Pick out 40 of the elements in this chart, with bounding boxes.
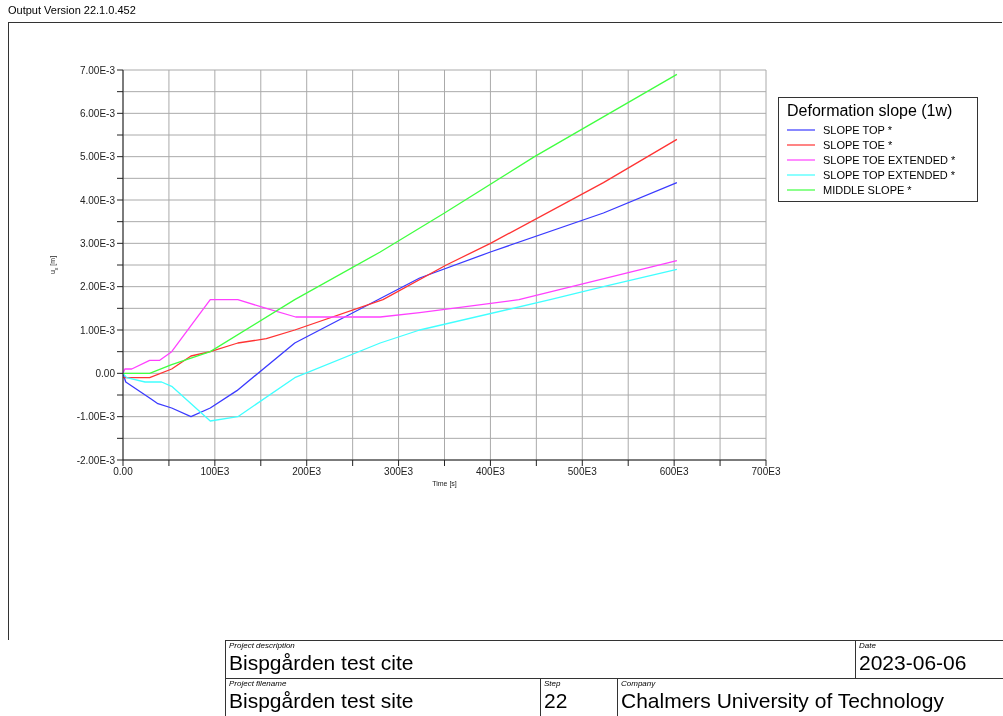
- legend-label: SLOPE TOE *: [823, 138, 893, 151]
- legend-label: MIDDLE SLOPE *: [823, 183, 912, 196]
- y-tick-label: -1.00E-3: [76, 411, 116, 423]
- text: Chalmers University of Technology: [621, 688, 945, 714]
- x-tick-label: 600E3: [659, 466, 690, 478]
- legend-title: Deformation slope (1w): [787, 102, 954, 120]
- text: Project filename: [229, 679, 288, 688]
- x-tick-label: 300E3: [384, 466, 414, 478]
- y-tick-label: 4.00E-3: [79, 194, 116, 206]
- y-tick-label: 1.00E-3: [79, 324, 116, 336]
- text: 2023-06-06: [859, 650, 968, 676]
- text: Project description: [229, 641, 296, 650]
- line-series: [123, 268, 678, 422]
- text: Step: [544, 679, 562, 688]
- x-tick-label: 400E3: [475, 466, 506, 478]
- line-series: [123, 182, 678, 418]
- y-tick-label: 7.00E-3: [79, 64, 116, 76]
- y-tick-label: 2.00E-3: [79, 281, 116, 293]
- text: Date: [859, 641, 877, 650]
- y-tick-label: 0.00: [95, 367, 116, 379]
- x-tick-label: 500E3: [567, 466, 598, 478]
- legend-label: SLOPE TOE EXTENDED *: [823, 153, 956, 166]
- y-tick-label: 3.00E-3: [79, 237, 116, 249]
- text: Output Version 22.1.0.452: [8, 4, 136, 16]
- text: Bispgården test cite: [229, 650, 415, 676]
- x-tick-label: 100E3: [200, 466, 230, 478]
- y-tick-label: 5.00E-3: [79, 151, 116, 163]
- legend-label: SLOPE TOP EXTENDED *: [823, 168, 956, 181]
- x-tick-label: 200E3: [292, 466, 322, 478]
- line-series: [123, 73, 678, 374]
- line-series: [123, 260, 678, 374]
- y-tick-label: -2.00E-3: [76, 454, 116, 466]
- text: Company: [621, 679, 657, 688]
- text: Bispgården test site: [229, 688, 415, 714]
- x-tick-label: 700E3: [751, 466, 781, 478]
- y-tick-label: 6.00E-3: [79, 107, 116, 119]
- legend-label: SLOPE TOP *: [823, 123, 893, 136]
- x-tick-label: 0.00: [113, 466, 134, 478]
- text: 22: [544, 688, 569, 714]
- line-series: [123, 138, 678, 379]
